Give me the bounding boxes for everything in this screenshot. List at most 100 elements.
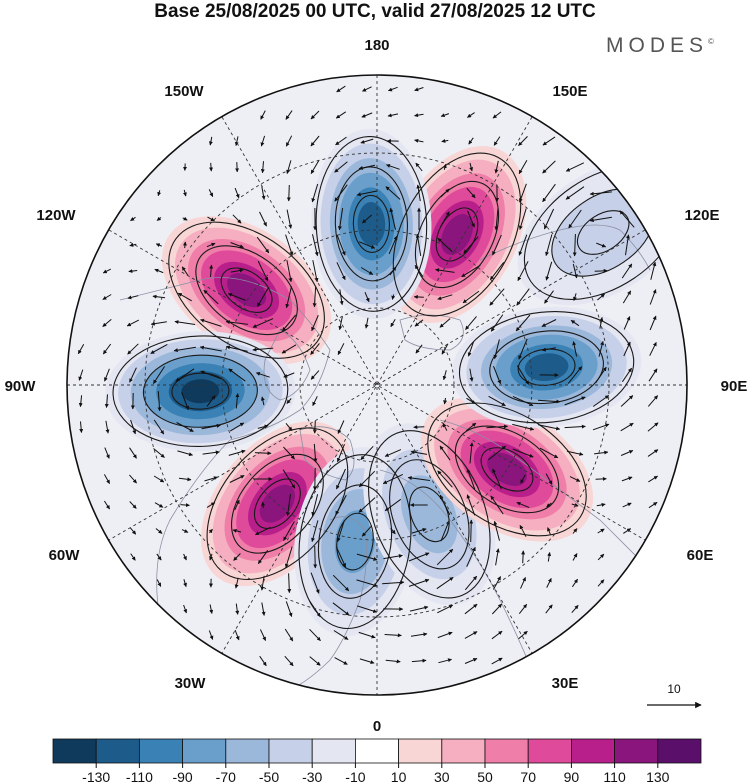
wind-vector <box>260 161 265 174</box>
wind-vector <box>282 469 296 489</box>
wind-vector <box>571 578 579 588</box>
wind-vector <box>465 422 477 432</box>
wind-vector <box>620 422 634 432</box>
wind-vector <box>436 548 454 566</box>
wind-vector <box>357 605 378 613</box>
wind-vector <box>410 450 428 455</box>
wind-vector <box>229 475 245 483</box>
wind-vector <box>255 372 270 378</box>
wind-vector <box>77 343 85 355</box>
wind-vector <box>494 160 499 174</box>
wind-vector <box>537 399 561 404</box>
wind-vector <box>259 211 267 227</box>
wind-vector <box>491 603 503 615</box>
wind-vector <box>516 365 530 385</box>
wind-vector <box>128 269 138 274</box>
wind-vector <box>648 475 658 483</box>
cell-150e-contour-1 <box>414 180 500 289</box>
wind-vector <box>255 526 271 536</box>
colorbar-swatch <box>225 738 270 764</box>
wind-vector <box>201 423 221 430</box>
wind-vector <box>356 553 378 561</box>
wind-vector <box>592 395 610 407</box>
wind-vector <box>546 578 552 588</box>
wind-vector <box>386 163 400 170</box>
wind-vector <box>388 86 398 92</box>
meridian-120w-60e <box>108 229 646 541</box>
wind-vector <box>571 604 579 614</box>
wind-vector <box>178 477 192 482</box>
cell-45w-contour-0 <box>206 427 349 581</box>
wind-vector <box>261 501 266 508</box>
colorbar-swatch <box>441 738 486 764</box>
wind-vector <box>467 112 475 118</box>
label-90w: 90W <box>5 378 37 395</box>
wind-vector <box>129 501 137 509</box>
wind-vector <box>566 450 584 456</box>
wind-vector <box>491 630 503 640</box>
wind-vector <box>339 289 344 306</box>
wind-vector <box>573 293 577 301</box>
cell-90w-band-6 <box>181 379 220 404</box>
wind-vector <box>512 423 535 431</box>
wind-vector <box>337 208 344 231</box>
wind-vector <box>208 528 213 534</box>
wind-vector <box>152 366 166 384</box>
wind-vector <box>232 214 242 224</box>
wind-vector <box>623 316 631 330</box>
wind-vector <box>466 546 476 567</box>
longitude-labels: 180 150E 120E 90E 60E 30E 0 30W 60W 90W … <box>5 37 748 735</box>
wind-vector <box>234 187 240 199</box>
wind-vector <box>361 214 373 224</box>
colorbar-swatch <box>484 738 529 764</box>
wind-vector <box>545 234 553 256</box>
label-90e: 90E <box>721 378 748 395</box>
wind-vector <box>542 136 556 146</box>
colorbar-label: 30 <box>434 769 450 783</box>
cell-180-band-5 <box>357 202 386 246</box>
wind-vector <box>285 286 292 309</box>
wind-vector <box>541 347 556 352</box>
colorbar-swatch <box>354 738 399 764</box>
cell-90w-contour-2 <box>171 372 230 410</box>
wind-vector <box>204 476 218 482</box>
colorbar-labels: -130 -110 -90 -70 -50 -30 -10 10 30 50 70 90 110 130 <box>82 769 670 783</box>
wind-vector <box>181 529 189 533</box>
cell-120w-contour-0 <box>168 221 325 359</box>
wind-vector <box>544 290 554 304</box>
cell-60e-contour-2 <box>480 447 534 492</box>
wind-vector <box>389 266 397 276</box>
wind-vector <box>336 85 346 93</box>
wind-vector <box>78 369 84 381</box>
wind-vector <box>518 183 527 203</box>
wind-vector <box>492 234 502 256</box>
wind-vector <box>361 525 373 537</box>
wind-vector <box>464 658 478 664</box>
wind-vector <box>384 449 402 457</box>
colorbar-label: 70 <box>520 769 536 783</box>
wind-vector <box>309 628 321 642</box>
wind-vector <box>437 294 453 301</box>
wind-vector <box>229 422 245 432</box>
wind-vector <box>356 579 378 587</box>
wind-vector <box>225 345 248 352</box>
wind-vector <box>512 395 534 407</box>
wind-vector <box>461 264 481 278</box>
wind-vector <box>337 420 345 434</box>
wind-vector <box>620 450 634 456</box>
wind-vector <box>232 528 242 533</box>
logo-text: MODES <box>606 34 709 57</box>
wind-vector <box>285 234 294 256</box>
wind-vector <box>130 553 136 561</box>
wind-vector <box>79 421 84 433</box>
wind-vector <box>257 550 269 565</box>
wind-vector <box>283 446 295 460</box>
wind-vector <box>310 110 320 120</box>
wind-vector <box>153 448 165 458</box>
wind-vector <box>597 293 605 301</box>
wind-vector <box>102 268 112 274</box>
wind-vector <box>336 262 346 281</box>
wind-vector <box>519 524 527 537</box>
wind-vector <box>209 604 214 614</box>
